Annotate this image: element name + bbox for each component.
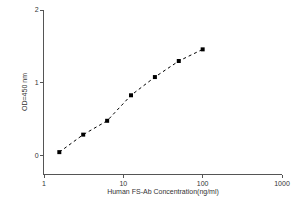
svg-text:10: 10 <box>119 180 127 187</box>
svg-text:2: 2 <box>35 6 39 13</box>
svg-text:Human FS-Ab Concentration(ng/m: Human FS-Ab Concentration(ng/ml) <box>107 188 219 196</box>
svg-text:1000: 1000 <box>274 180 290 187</box>
svg-text:0: 0 <box>35 152 39 159</box>
svg-text:1: 1 <box>42 180 46 187</box>
svg-text:100: 100 <box>197 180 209 187</box>
svg-text:OD=450 nm: OD=450 nm <box>21 73 28 111</box>
svg-text:1: 1 <box>35 79 39 86</box>
